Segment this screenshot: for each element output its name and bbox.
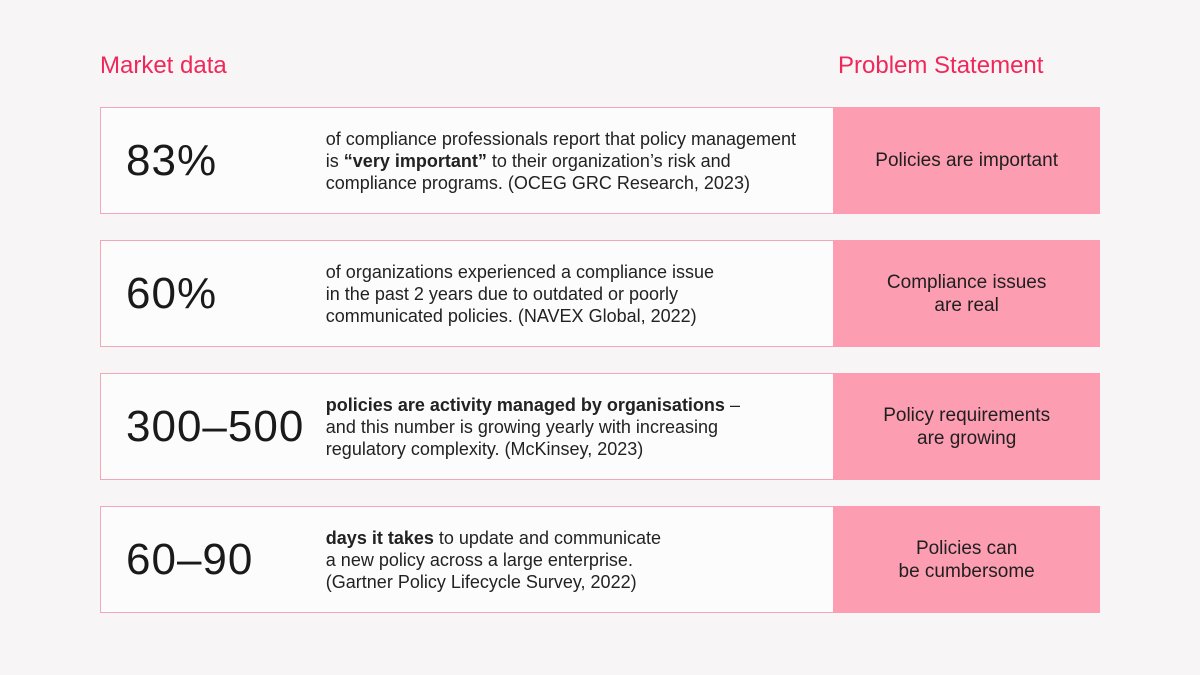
problem-statement: Policies can be cumbersome [833,506,1100,613]
stat-description: policies are activity managed by organis… [325,394,740,459]
problem-statement: Compliance issues are real [833,240,1100,347]
stat-value: 60% [126,268,218,318]
data-rows: 83% of compliance professionals report t… [100,107,1100,639]
stat-value: 300–500 [126,401,305,451]
data-row: 60–90 days it takes to update and commun… [100,506,1100,613]
market-data-heading: Market data [100,52,227,79]
stat-description: of organizations experienced a complianc… [325,261,715,326]
stat-description: days it takes to update and communicate … [325,527,662,592]
data-row: 300–500 policies are activity managed by… [100,373,1100,480]
stat-description: of compliance professionals report that … [325,128,797,193]
problem-statement: Policies are important [833,107,1100,214]
data-row: 83% of compliance professionals report t… [100,107,1100,214]
data-row: 60% of organizations experienced a compl… [100,240,1100,347]
stat-value: 83% [126,135,218,185]
problem-statement-heading: Problem Statement [838,52,1044,79]
stat-value: 60–90 [126,534,254,584]
problem-statement: Policy requirements are growing [833,373,1100,480]
